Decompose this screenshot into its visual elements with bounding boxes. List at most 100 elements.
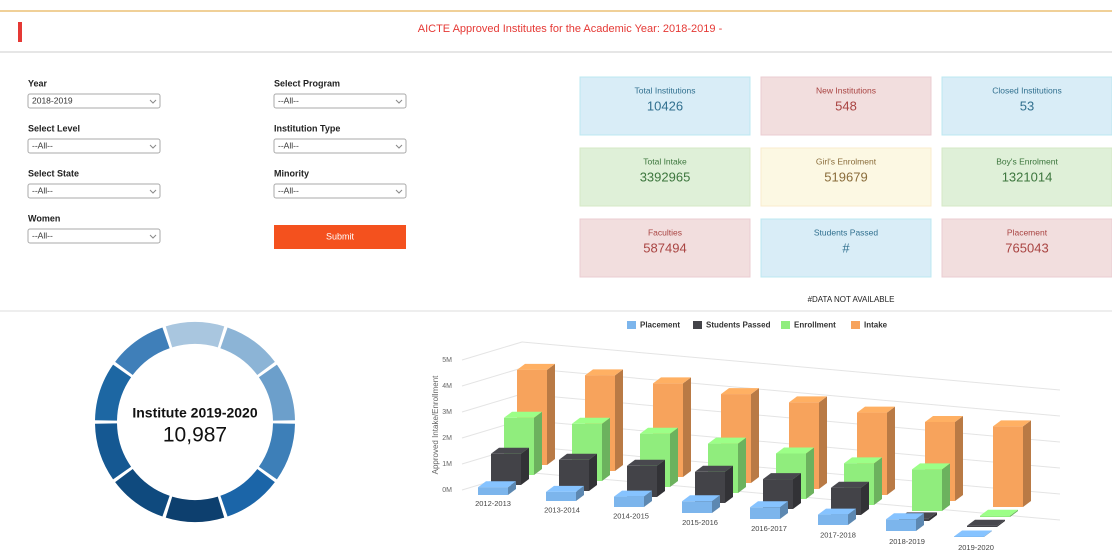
stat-card bbox=[760, 147, 932, 207]
select-arrow bbox=[149, 234, 157, 239]
bar-top bbox=[478, 481, 516, 488]
select-box[interactable] bbox=[273, 183, 407, 199]
stat-card bbox=[579, 218, 751, 278]
bar-front bbox=[546, 491, 576, 501]
submit-button[interactable] bbox=[274, 225, 406, 249]
bar bbox=[912, 463, 950, 511]
bar-top bbox=[614, 490, 652, 497]
bar-front bbox=[993, 426, 1023, 507]
y-tick-label: 2M bbox=[442, 435, 452, 442]
stat-card bbox=[941, 76, 1112, 136]
legend-label: Intake bbox=[864, 321, 888, 330]
bar-side bbox=[725, 465, 733, 503]
x-tick-label: 2016-2017 bbox=[751, 524, 787, 533]
grid-line bbox=[461, 367, 523, 387]
bar-top bbox=[559, 453, 597, 460]
bar-side bbox=[793, 473, 801, 509]
bar-top bbox=[912, 463, 950, 470]
y-tick-label: 1M bbox=[442, 461, 452, 468]
bar-front bbox=[967, 525, 997, 527]
bar-top bbox=[750, 501, 788, 508]
legend-swatch bbox=[851, 321, 860, 329]
bar bbox=[750, 501, 788, 519]
stat-value: 1321014 bbox=[1002, 169, 1053, 184]
donut-segment bbox=[115, 468, 170, 517]
bar-side bbox=[874, 457, 882, 505]
bar-side bbox=[751, 388, 759, 483]
filter-label: Minority bbox=[274, 168, 309, 178]
bar-front bbox=[559, 459, 589, 491]
bar-side bbox=[589, 453, 597, 491]
select-box[interactable] bbox=[27, 138, 161, 154]
bar-side bbox=[644, 490, 652, 507]
bar-front bbox=[980, 515, 1010, 517]
select-box[interactable] bbox=[27, 228, 161, 244]
note: #DATA NOT AVAILABLE bbox=[808, 295, 895, 304]
donut-value: 10,987 bbox=[163, 424, 227, 447]
bar-side bbox=[780, 501, 788, 519]
bar-side bbox=[508, 481, 516, 495]
stat-card bbox=[579, 76, 751, 136]
x-tick-label: 2017-2018 bbox=[820, 530, 856, 539]
select-box[interactable] bbox=[273, 138, 407, 154]
donut-segment bbox=[220, 468, 275, 517]
stat-card bbox=[941, 218, 1112, 278]
grid-line bbox=[461, 393, 523, 413]
bar-front bbox=[750, 507, 780, 519]
bar-front bbox=[954, 536, 984, 537]
select-arrow bbox=[149, 189, 157, 194]
donut-segment bbox=[165, 322, 225, 348]
bar-side bbox=[670, 427, 678, 487]
stat-label: Closed Institutions bbox=[992, 85, 1061, 95]
bar-top bbox=[695, 465, 733, 472]
bar bbox=[993, 420, 1031, 507]
donut bbox=[95, 322, 295, 522]
bar-side bbox=[712, 495, 720, 513]
bar-side bbox=[916, 513, 924, 531]
bar bbox=[682, 495, 720, 513]
legend-swatch bbox=[781, 321, 790, 329]
select-value: --All-- bbox=[278, 185, 299, 195]
select-box[interactable] bbox=[27, 183, 161, 199]
grid-line bbox=[521, 341, 1061, 391]
stat-label: Faculties bbox=[648, 227, 682, 237]
legend-label: Students Passed bbox=[706, 321, 771, 330]
x-tick-label: 2012-2013 bbox=[475, 499, 511, 508]
bar-side bbox=[887, 406, 895, 495]
donut-segment bbox=[258, 364, 295, 421]
bar-front bbox=[682, 501, 712, 513]
x-tick-label: 2014-2015 bbox=[613, 512, 649, 521]
bar-top bbox=[967, 519, 1005, 526]
bar-front bbox=[478, 487, 508, 495]
bar-top bbox=[886, 513, 924, 520]
y-axis-title: Approved Intake/Enrollment bbox=[431, 375, 440, 475]
bar-side bbox=[955, 415, 963, 501]
bar-top bbox=[504, 411, 542, 418]
legend-label: Placement bbox=[640, 321, 680, 330]
bar bbox=[478, 481, 516, 495]
legend-swatch bbox=[693, 321, 702, 329]
bar-side bbox=[806, 447, 814, 499]
y-tick-label: 4M bbox=[442, 383, 452, 390]
bar-side bbox=[683, 377, 691, 477]
select-value: --All-- bbox=[32, 185, 53, 195]
select-value: --All-- bbox=[32, 230, 53, 240]
bar-top bbox=[546, 485, 584, 492]
bar-top bbox=[954, 530, 992, 537]
stat-value: 53 bbox=[1020, 98, 1034, 113]
bar-top bbox=[491, 447, 529, 454]
header-title: AICTE Approved Institutes for the Academ… bbox=[418, 23, 723, 35]
bar-top bbox=[831, 481, 869, 488]
bar bbox=[967, 519, 1005, 527]
select-box[interactable] bbox=[273, 93, 407, 109]
bar-top bbox=[640, 427, 678, 434]
bar-side bbox=[615, 369, 623, 471]
filter-label: Select Program bbox=[274, 78, 340, 88]
bar-side bbox=[534, 411, 542, 475]
select-arrow bbox=[149, 144, 157, 149]
stat-card bbox=[941, 147, 1112, 207]
bar-front bbox=[886, 519, 916, 531]
select-box[interactable] bbox=[27, 93, 161, 109]
